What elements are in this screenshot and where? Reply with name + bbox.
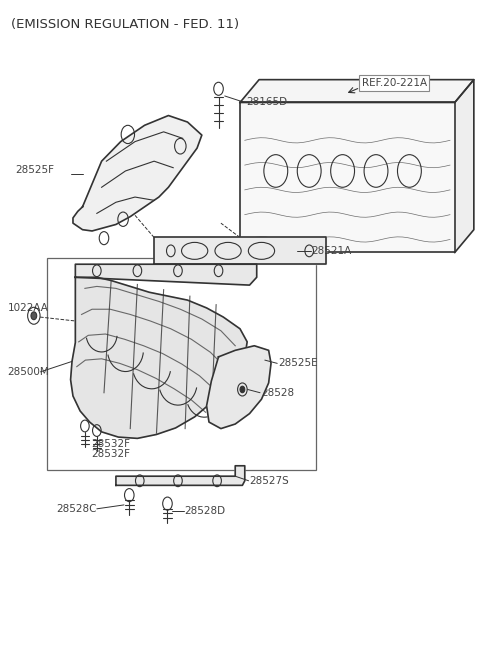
Text: 28528: 28528 [261, 388, 294, 398]
Text: 1022AA: 1022AA [8, 303, 48, 313]
Circle shape [31, 312, 36, 320]
Text: 28528C: 28528C [56, 504, 97, 514]
Polygon shape [206, 346, 271, 428]
Text: 28532F: 28532F [91, 449, 130, 459]
Text: 28528D: 28528D [185, 506, 226, 516]
Polygon shape [455, 80, 474, 252]
Polygon shape [71, 277, 247, 438]
Text: 28525E: 28525E [278, 358, 318, 368]
Bar [47, 257, 316, 470]
Polygon shape [116, 466, 245, 485]
Text: 28527S: 28527S [250, 476, 289, 486]
Polygon shape [73, 115, 202, 231]
Text: 28165D: 28165D [246, 98, 288, 107]
Polygon shape [75, 264, 257, 285]
Polygon shape [240, 102, 455, 252]
Text: (EMISSION REGULATION - FED. 11): (EMISSION REGULATION - FED. 11) [11, 18, 239, 31]
Text: 28521A: 28521A [312, 246, 352, 256]
Text: REF.20-221A: REF.20-221A [362, 78, 427, 88]
Polygon shape [154, 238, 326, 264]
Polygon shape [240, 80, 474, 102]
Text: 28525F: 28525F [15, 164, 54, 175]
Text: 28532F: 28532F [91, 439, 130, 449]
Text: 28500M: 28500M [8, 367, 49, 377]
Circle shape [240, 386, 245, 393]
